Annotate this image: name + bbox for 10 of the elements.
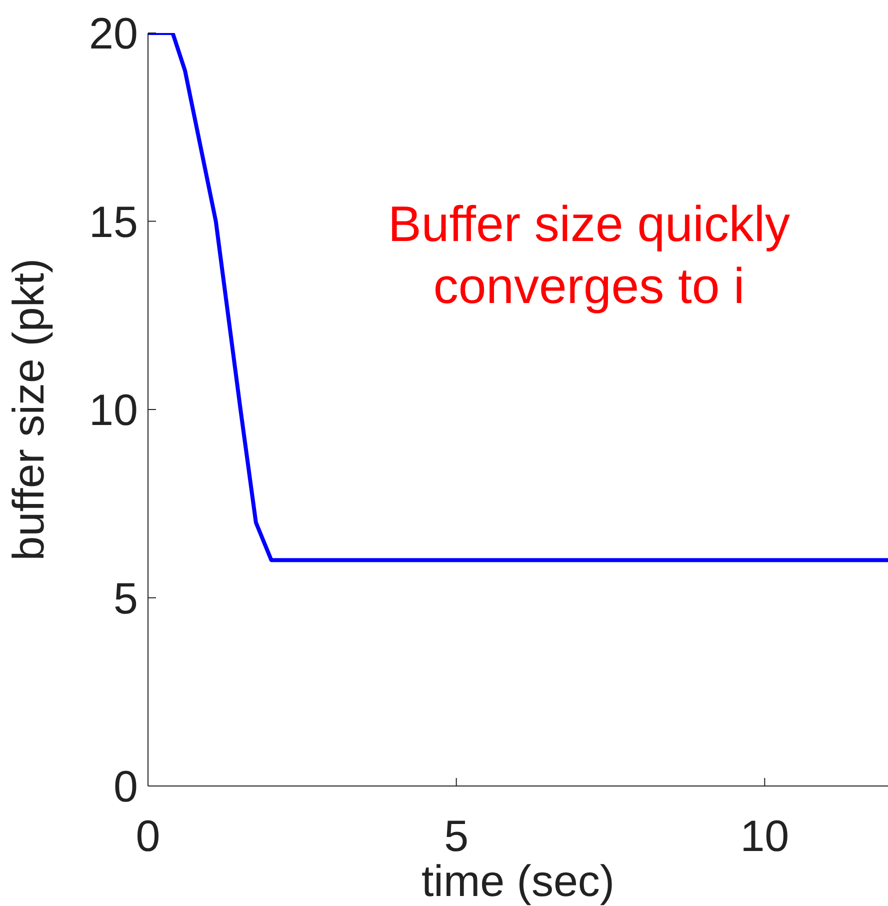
y-tick-label: 20 xyxy=(89,10,138,59)
line-series xyxy=(148,33,888,562)
y-tick-label: 0 xyxy=(114,762,138,812)
y-axis-title: buffer size (pkt) xyxy=(4,258,54,561)
y-tick-label: 10 xyxy=(89,386,138,436)
y-tick-label: 15 xyxy=(89,198,138,247)
annotation: Buffer size quickly xyxy=(388,195,790,254)
x-tick-label: 10 xyxy=(740,812,790,862)
y-tick-label: 5 xyxy=(114,574,138,624)
annotation: converges to i xyxy=(432,257,746,316)
